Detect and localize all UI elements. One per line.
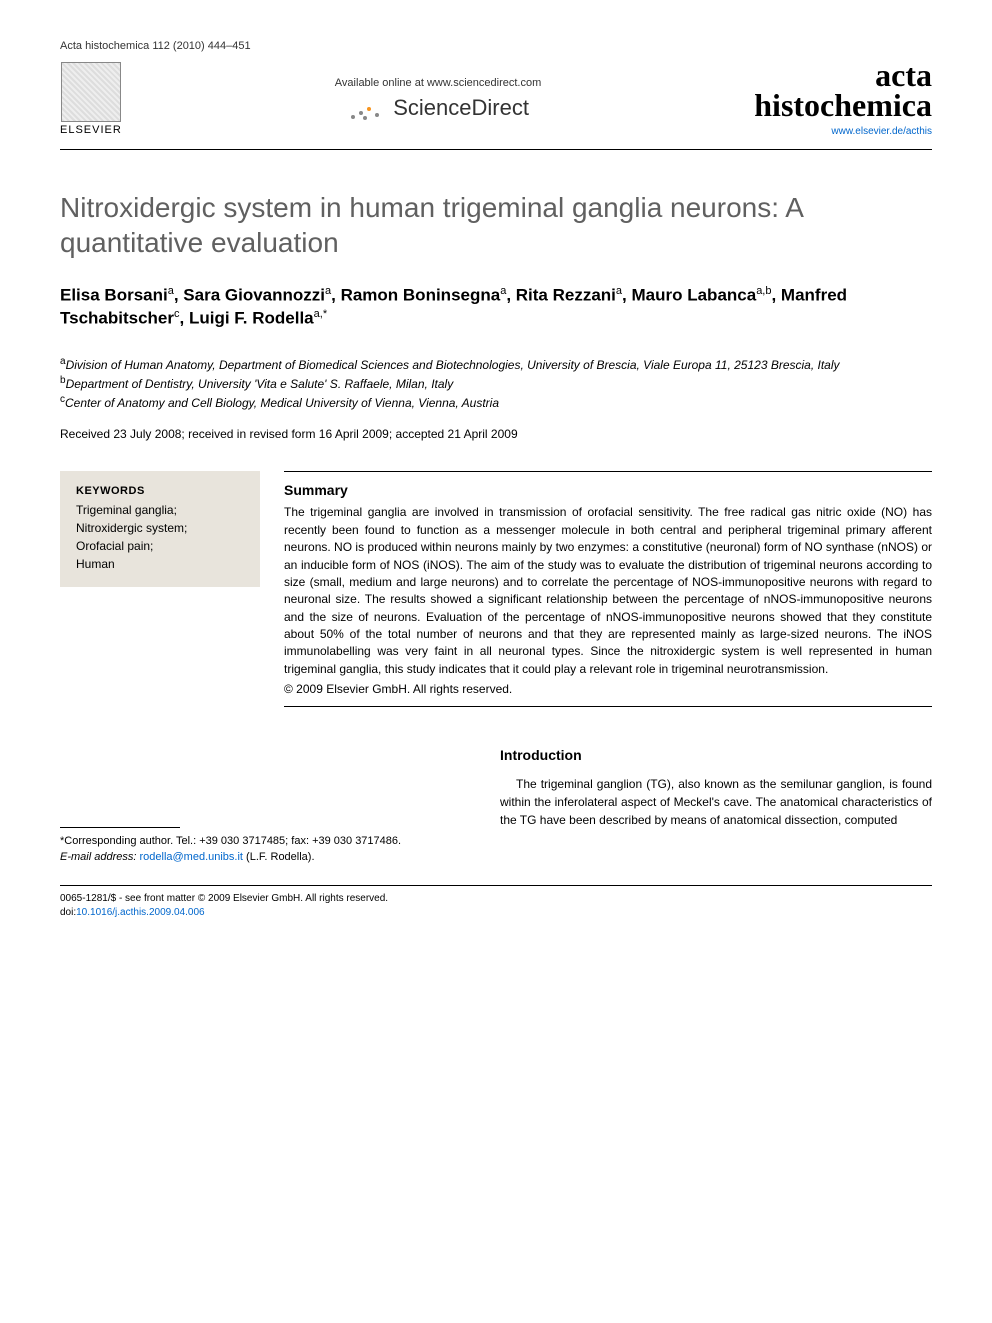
- sciencedirect-dots-icon: [347, 101, 387, 119]
- keywords-heading: KEYWORDS: [76, 485, 244, 497]
- elsevier-label: ELSEVIER: [60, 124, 122, 136]
- keywords-box: KEYWORDS Trigeminal ganglia;Nitroxidergi…: [60, 471, 260, 587]
- journal-title-line1: acta: [754, 60, 932, 90]
- doi-link[interactable]: 10.1016/j.acthis.2009.04.006: [76, 907, 204, 918]
- sciencedirect-logo: ScienceDirect: [122, 95, 754, 121]
- article-dates: Received 23 July 2008; received in revis…: [60, 427, 932, 441]
- footer-rule: [60, 885, 932, 886]
- keywords-list: Trigeminal ganglia;Nitroxidergic system;…: [76, 501, 244, 573]
- header-row: ELSEVIER Available online at www.science…: [60, 60, 932, 139]
- footnote-tel-fax: *Corresponding author. Tel.: +39 030 371…: [60, 834, 460, 849]
- affiliation-line: aDivision of Human Anatomy, Department o…: [60, 355, 932, 374]
- email-author-name: (L.F. Rodella).: [246, 851, 314, 863]
- keywords-summary-row: KEYWORDS Trigeminal ganglia;Nitroxidergi…: [60, 471, 932, 707]
- header-citation: Acta histochemica 112 (2010) 444–451: [60, 40, 932, 52]
- available-online-text: Available online at www.sciencedirect.co…: [122, 77, 754, 89]
- header-divider: [60, 149, 932, 150]
- footer-front-matter: 0065-1281/$ - see front matter © 2009 El…: [60, 892, 932, 906]
- sciencedirect-label: ScienceDirect: [393, 95, 529, 120]
- elsevier-tree-icon: [61, 62, 121, 122]
- summary-copyright: © 2009 Elsevier GmbH. All rights reserve…: [284, 682, 932, 696]
- footnote-email-line: E-mail address: rodella@med.unibs.it (L.…: [60, 850, 460, 865]
- journal-title-block: acta histochemica www.elsevier.de/acthis: [754, 60, 932, 139]
- introduction-text: The trigeminal ganglion (TG), also known…: [500, 775, 932, 829]
- summary-column: Summary The trigeminal ganglia are invol…: [284, 471, 932, 707]
- corresponding-email-link[interactable]: rodella@med.unibs.it: [139, 851, 243, 863]
- journal-title-line2: histochemica: [754, 90, 932, 120]
- sciencedirect-block: Available online at www.sciencedirect.co…: [122, 77, 754, 121]
- summary-text: The trigeminal ganglia are involved in t…: [284, 504, 932, 678]
- corresponding-author-footnote: *Corresponding author. Tel.: +39 030 371…: [60, 834, 460, 865]
- footer-block: 0065-1281/$ - see front matter © 2009 El…: [60, 892, 932, 920]
- summary-top-rule: [284, 471, 932, 472]
- summary-bottom-rule: [284, 706, 932, 707]
- introduction-heading: Introduction: [500, 747, 932, 763]
- left-column: *Corresponding author. Tel.: +39 030 371…: [60, 747, 460, 865]
- summary-heading: Summary: [284, 482, 932, 498]
- affiliations-list: aDivision of Human Anatomy, Department o…: [60, 355, 932, 411]
- email-label: E-mail address:: [60, 851, 136, 863]
- authors-list: Elisa Borsania, Sara Giovannozzia, Ramon…: [60, 284, 932, 331]
- journal-url-link[interactable]: www.elsevier.de/acthis: [831, 126, 932, 137]
- doi-prefix: doi:: [60, 907, 76, 918]
- lower-columns: *Corresponding author. Tel.: +39 030 371…: [60, 747, 932, 865]
- footnote-rule: [60, 827, 180, 828]
- footer-doi-line: doi:10.1016/j.acthis.2009.04.006: [60, 906, 932, 920]
- affiliation-line: cCenter of Anatomy and Cell Biology, Med…: [60, 393, 932, 412]
- right-column: Introduction The trigeminal ganglion (TG…: [500, 747, 932, 865]
- elsevier-logo-block: ELSEVIER: [60, 62, 122, 136]
- article-title: Nitroxidergic system in human trigeminal…: [60, 190, 932, 260]
- affiliation-line: bDepartment of Dentistry, University 'Vi…: [60, 374, 932, 393]
